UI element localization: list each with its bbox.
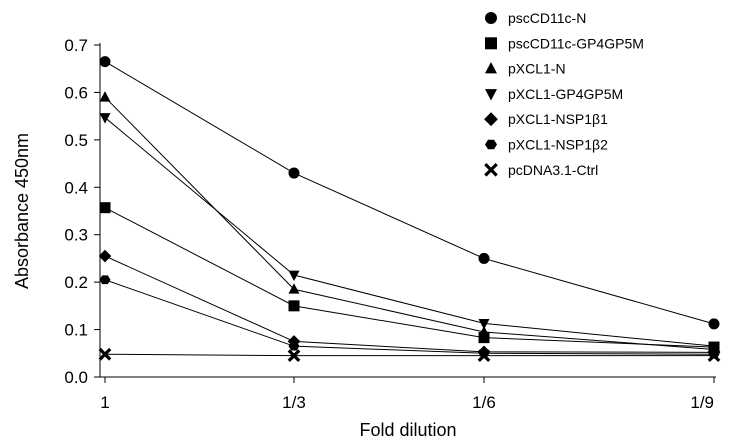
data-point: [98, 249, 112, 263]
legend-item: pscCD11c-GP4GP5M: [485, 35, 644, 51]
data-point: [287, 349, 301, 363]
data-point: [478, 252, 490, 264]
legend-item: pcDNA3.1-Ctrl: [484, 162, 598, 178]
y-tick-label: 0.1: [64, 321, 88, 340]
legend-marker: [484, 162, 498, 177]
data-point: [99, 91, 111, 102]
series-7: [98, 347, 721, 363]
legend-marker: [485, 89, 497, 101]
legend-item: pXCL1-NSP1β2: [485, 137, 608, 153]
y-axis-title: Absorbance 450nm: [12, 133, 32, 289]
y-tick-label: 0.3: [64, 226, 88, 245]
legend-label: pXCL1-GP4GP5M: [508, 86, 623, 102]
legend: pscCD11c-N pscCD11c-GP4GP5M pXCL1-N pXCL1-G…: [484, 10, 644, 178]
legend-marker: [485, 37, 497, 50]
y-tick-label: 0.4: [64, 178, 88, 197]
series-1: [99, 56, 720, 330]
y-tick-label: 0.6: [64, 83, 88, 102]
series-line: [104, 117, 715, 347]
series-line: [104, 96, 715, 350]
x-tick-label: 1/3: [282, 393, 306, 412]
series-line: [104, 353, 714, 357]
legend-marker: [484, 112, 498, 127]
data-point: [288, 167, 300, 179]
legend-item: pscCD11c-N: [485, 10, 586, 26]
data-point: [98, 347, 112, 361]
data-point: [478, 319, 490, 330]
axes: 0.0 0.1 0.2 0.3 0.4 0.5 0.6 0.7 1 1/3 1/6 1/9: [64, 36, 716, 412]
series-layer: [98, 56, 721, 363]
legend-marker: [485, 139, 497, 150]
x-tick-label: 1/9: [690, 393, 714, 412]
series-line: [104, 207, 715, 348]
legend-label: pXCL1-N: [508, 61, 566, 77]
legend-label: pXCL1-NSP1β1: [508, 111, 608, 127]
data-point: [288, 341, 300, 351]
y-tick-label: 0.2: [64, 273, 88, 292]
legend-label: pscCD11c-N: [508, 10, 586, 26]
data-point: [288, 283, 300, 294]
legend-label: pscCD11c-GP4GP5M: [508, 35, 644, 51]
y-tick-label: 0.0: [64, 368, 88, 387]
series-4: [99, 113, 720, 353]
data-point: [478, 332, 490, 344]
series-line: [104, 255, 715, 353]
legend-label: pXCL1-NSP1β2: [508, 137, 608, 153]
data-point: [288, 270, 300, 282]
series-line: [104, 279, 715, 355]
data-point: [708, 318, 720, 330]
legend-item: pXCL1-N: [485, 61, 566, 77]
data-point: [99, 56, 111, 68]
legend-label: pcDNA3.1-Ctrl: [508, 162, 598, 178]
series-3: [99, 91, 720, 354]
series-6: [99, 275, 720, 359]
x-tick-label: 1/6: [472, 393, 496, 412]
data-point: [99, 202, 111, 214]
legend-item: pXCL1-NSP1β1: [484, 111, 608, 127]
data-point: [707, 349, 721, 363]
legend-marker: [485, 12, 497, 24]
series-line: [104, 61, 715, 325]
data-point: [477, 349, 491, 363]
data-point: [99, 113, 111, 124]
legend-marker: [485, 62, 497, 74]
x-tick-label: 1: [100, 393, 109, 412]
data-point: [478, 325, 490, 337]
legend-item: pXCL1-GP4GP5M: [485, 86, 623, 102]
y-tick-label: 0.5: [64, 131, 88, 150]
data-point: [99, 275, 111, 285]
x-axis-title: Fold dilution: [359, 420, 456, 440]
data-point: [288, 300, 300, 312]
y-tick-label: 0.7: [64, 36, 88, 55]
